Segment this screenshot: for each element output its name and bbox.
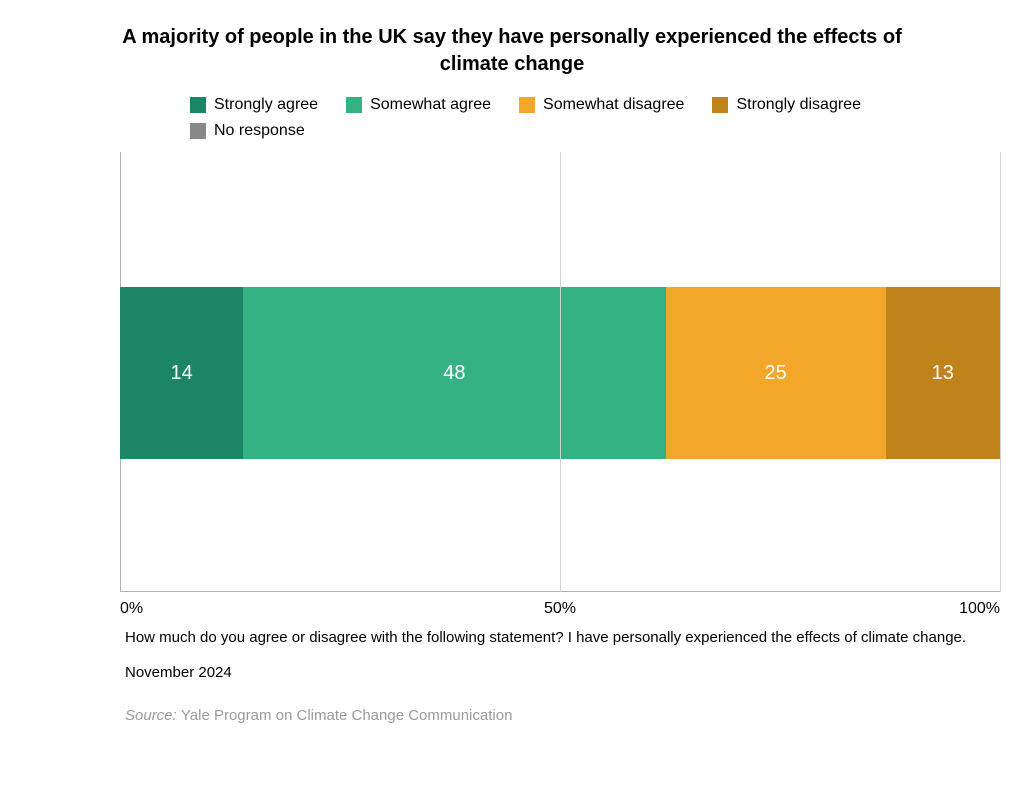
source-label: Source: xyxy=(125,707,181,724)
legend-label: Strongly agree xyxy=(214,96,318,114)
bar-value-label: 25 xyxy=(764,362,786,385)
gridline xyxy=(1000,152,1001,592)
source-name: Yale Program on Climate Change Communica… xyxy=(181,707,513,724)
bar-value-label: 13 xyxy=(932,362,954,385)
legend-swatch-icon xyxy=(190,123,206,139)
legend: Strongly agree Somewhat agree Somewhat dis… xyxy=(190,96,890,140)
source-text: Source: Yale Program on Climate Change C… xyxy=(125,707,994,724)
bar-segment: 48 xyxy=(243,287,665,459)
x-tick-label: 100% xyxy=(959,600,1000,618)
question-text: How much do you agree or disagree with t… xyxy=(125,628,994,648)
legend-swatch-icon xyxy=(712,97,728,113)
chart-footer: How much do you agree or disagree with t… xyxy=(125,628,994,724)
gridline xyxy=(560,152,561,592)
legend-label: No response xyxy=(214,122,305,140)
chart-title: A majority of people in the UK say they … xyxy=(122,24,902,78)
date-text: November 2024 xyxy=(125,664,994,681)
legend-item: Strongly agree xyxy=(190,96,318,114)
legend-item: No response xyxy=(190,122,305,140)
legend-swatch-icon xyxy=(190,97,206,113)
bar-segment: 14 xyxy=(120,287,243,459)
bar-value-label: 48 xyxy=(443,362,465,385)
legend-label: Somewhat disagree xyxy=(543,96,684,114)
x-tick-label: 50% xyxy=(544,600,576,618)
legend-swatch-icon xyxy=(346,97,362,113)
legend-item: Strongly disagree xyxy=(712,96,861,114)
bar-value-label: 14 xyxy=(170,362,192,385)
bar-segment: 13 xyxy=(886,287,1000,459)
x-tick-label: 0% xyxy=(120,600,143,618)
legend-item: Somewhat agree xyxy=(346,96,491,114)
bar-segment: 25 xyxy=(666,287,886,459)
legend-label: Somewhat agree xyxy=(370,96,491,114)
legend-swatch-icon xyxy=(519,97,535,113)
legend-label: Strongly disagree xyxy=(736,96,861,114)
plot-area: 14482513 0%50%100% xyxy=(120,152,1000,592)
legend-item: Somewhat disagree xyxy=(519,96,684,114)
chart-container: A majority of people in the UK say they … xyxy=(0,0,1024,801)
